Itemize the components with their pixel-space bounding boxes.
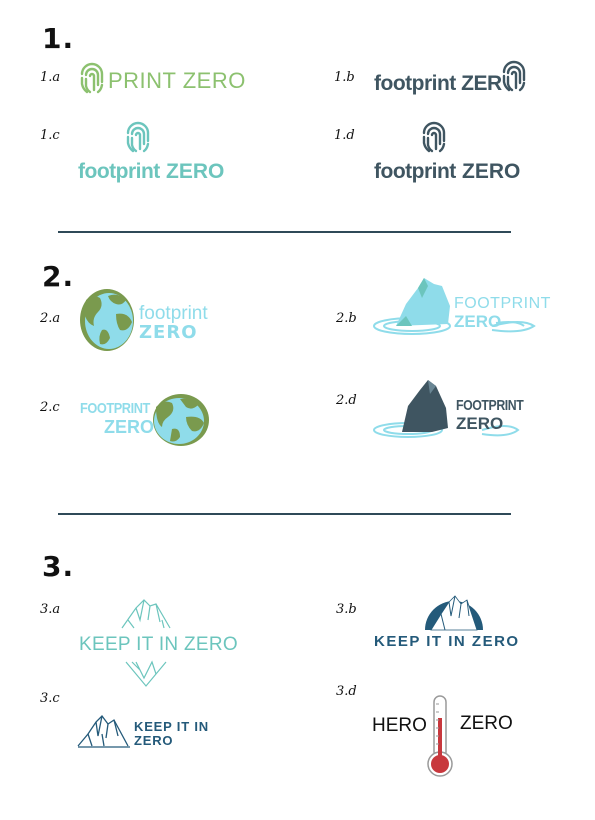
iceberg-badge-icon: [425, 595, 483, 631]
logo-2d-line1: FOOTPRINT: [456, 397, 524, 414]
logo-3b-text: KEEP IT IN ZERO: [374, 633, 520, 650]
logo-label: 2.a: [40, 311, 61, 326]
logo-3c-line1: KEEP IT IN: [134, 719, 209, 734]
fingerprint-icon: [80, 62, 104, 94]
logo-label: 3.c: [40, 691, 60, 706]
logo-label: 2.c: [40, 400, 60, 415]
logo-3a-text: KEEP IT IN ZERO: [79, 634, 239, 655]
logo-1a-text: PRINT ZERO: [108, 68, 246, 93]
globe-icon: [80, 289, 134, 351]
logo-3c-line2: ZERO: [134, 733, 174, 748]
logo-label: 2.d: [336, 393, 357, 408]
iceberg-outline-icon: [77, 715, 130, 748]
fingerprint-icon: [126, 121, 150, 153]
logo-label: 3.b: [336, 602, 357, 617]
section-number-3: 3.: [42, 550, 75, 583]
logo-2a-line2: ZERO: [139, 322, 198, 343]
logo-2b-line1: FOOTPRINT: [454, 295, 551, 312]
logo-label: 1.c: [40, 128, 60, 143]
logo-2c-line2: ZERO: [104, 417, 155, 437]
section-number-2: 2.: [42, 260, 75, 293]
logo-label: 1.b: [334, 70, 355, 85]
logo-1c-line1: footprint: [78, 160, 160, 183]
logo-label: 2.b: [336, 311, 357, 326]
iceberg-icon: [373, 380, 520, 438]
section-divider: [58, 231, 511, 233]
logo-3d-left: HERO: [372, 715, 427, 736]
globe-icon: [153, 394, 209, 446]
fingerprint-icon: [502, 60, 526, 92]
logo-1c-line2: ZERO: [166, 160, 225, 183]
section-divider: [58, 513, 511, 515]
section-number-1: 1.: [42, 22, 75, 55]
logo-1d-line2: ZERO: [462, 160, 521, 183]
thermometer-icon: [427, 695, 453, 777]
fingerprint-icon: [422, 121, 446, 153]
logo-label: 1.d: [334, 128, 355, 143]
logo-1d-line1: footprint: [374, 160, 456, 183]
logo-1b-text: footprint ZER: [374, 72, 502, 95]
logo-3d-right: ZERO: [460, 713, 513, 734]
iceberg-icon: [373, 278, 536, 335]
logo-label: 3.a: [40, 602, 61, 617]
logo-label: 3.d: [336, 684, 357, 699]
logo-label: 1.a: [40, 70, 61, 85]
logo-2c-line1: FOOTPRINT: [80, 400, 150, 417]
iceberg-outline-icon: [121, 599, 171, 687]
logo-2d-line2: ZERO: [456, 414, 504, 433]
logo-2a-line1: footprint: [139, 303, 208, 324]
logo-2b-line2: ZERO: [454, 312, 502, 331]
